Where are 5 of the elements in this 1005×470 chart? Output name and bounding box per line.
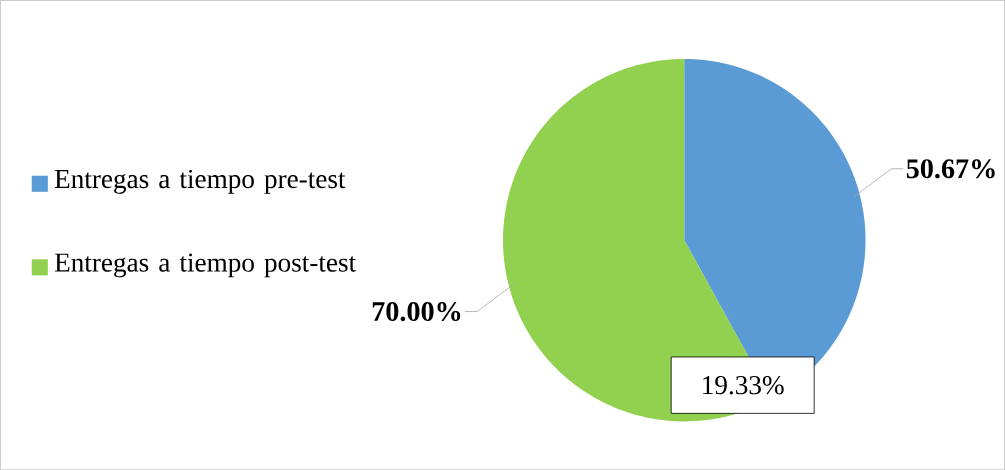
text: 19.33%: [703, 375, 784, 395]
data-label: 70.00%: [372, 301, 461, 322]
legend-label: Entregas a tiempo pre-test: [54, 169, 346, 194]
legend-label: Entregas a tiempo post-test: [54, 253, 356, 278]
data-label: 50.67%: [906, 159, 995, 179]
